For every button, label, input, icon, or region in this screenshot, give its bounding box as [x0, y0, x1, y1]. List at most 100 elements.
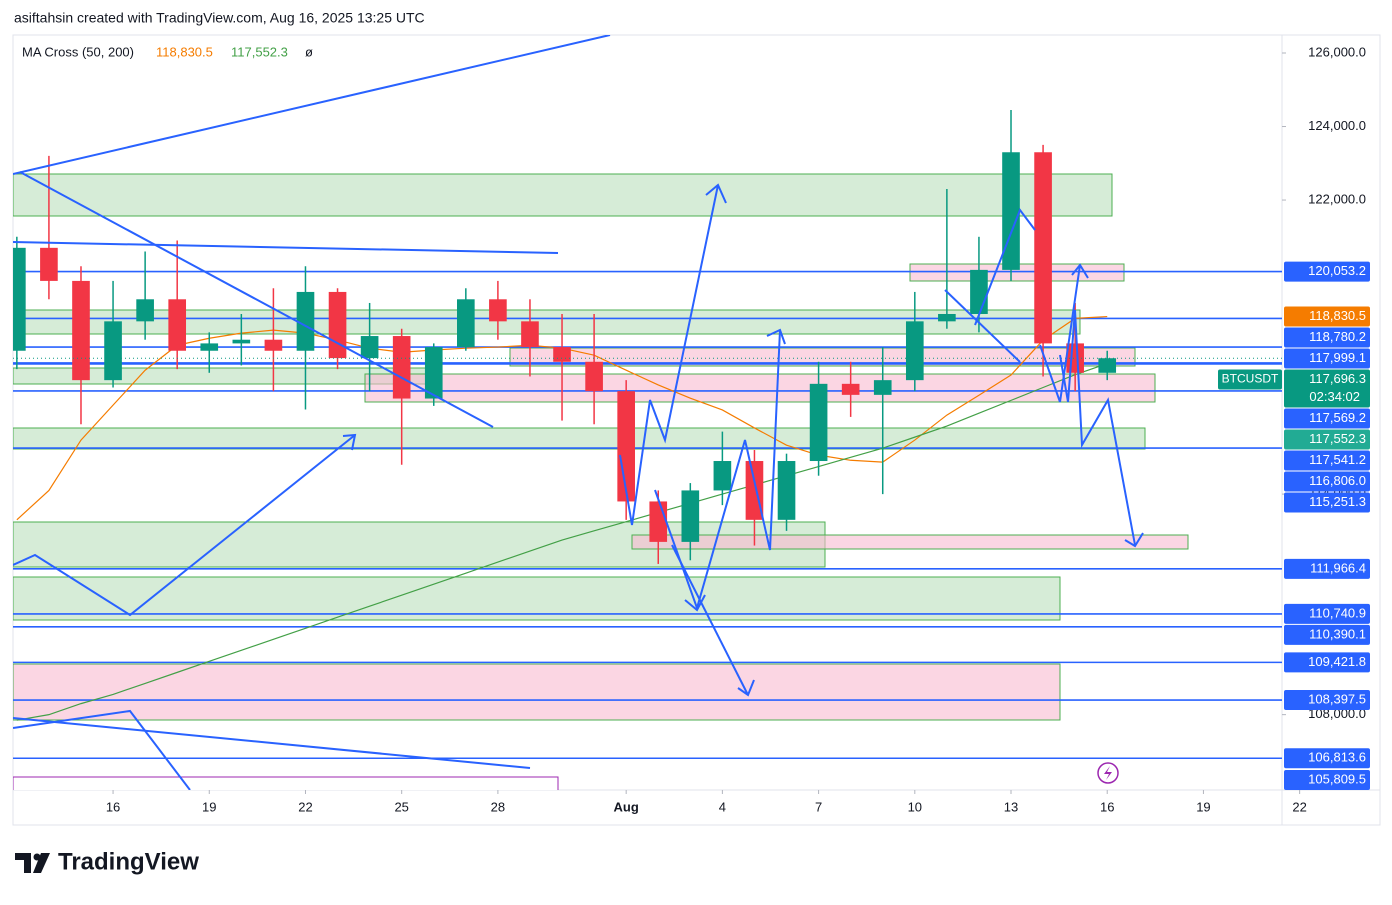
credit: asiftahsin created with TradingView.com,…	[14, 10, 425, 26]
projection	[671, 544, 749, 696]
candle-body	[72, 280, 90, 381]
projection	[13, 709, 191, 790]
moving-average	[16, 362, 1108, 721]
indicator-name: MA Cross (50, 200)	[22, 44, 134, 59]
x-tick-label: 16	[106, 799, 120, 814]
alert-circle[interactable]	[1097, 762, 1119, 784]
x-tick-label: 4	[719, 799, 726, 814]
price-label-box	[1284, 471, 1370, 492]
price-label: 117,541.2	[1309, 452, 1366, 467]
price-label-box	[1284, 690, 1370, 711]
logo-mark	[33, 853, 50, 873]
price-label: 117,696.3	[1309, 371, 1366, 386]
candle-body	[296, 291, 315, 351]
x-tick-label: 28	[491, 799, 505, 814]
candles	[13, 109, 1282, 564]
trend-line	[13, 241, 559, 254]
price-label: 115,251.3	[1309, 494, 1366, 509]
zone	[13, 173, 1113, 217]
price-label: 118,830.5	[1309, 308, 1366, 323]
zone	[364, 373, 1156, 403]
projection	[619, 184, 719, 526]
y-tick-label: 124,000.0	[1308, 118, 1366, 133]
candle-body	[489, 299, 507, 322]
price-label-box	[1284, 770, 1370, 790]
axes: 126,000.0124,000.0122,000.0114,000.0108,…	[106, 44, 1370, 814]
candle-body	[873, 380, 892, 395]
candle-body	[585, 361, 603, 392]
candle-body	[457, 299, 475, 348]
arrow-head	[1071, 263, 1089, 279]
arrow-head	[766, 328, 786, 345]
candle-body	[13, 247, 26, 351]
candle-body	[264, 339, 283, 351]
x-tick-label: 22	[1292, 799, 1306, 814]
projection	[1059, 309, 1136, 546]
price-label: 117,552.3	[1309, 431, 1366, 446]
arrow-head	[705, 183, 727, 204]
candle-body	[168, 299, 187, 351]
x-tick-label: 19	[1196, 799, 1210, 814]
zone	[13, 427, 1146, 450]
candle-body	[200, 343, 219, 351]
price-label-box	[1284, 429, 1370, 450]
price-label-box	[1284, 348, 1370, 369]
price-label: 110,390.1	[1309, 626, 1366, 641]
candle-body	[777, 461, 796, 520]
indicator-value: 117,552.3	[231, 44, 288, 59]
zone	[13, 663, 1061, 721]
trend-line	[19, 171, 494, 428]
arrow-head	[1124, 532, 1144, 548]
projection	[944, 289, 1021, 363]
zone	[13, 776, 559, 790]
x-tick-label: 25	[394, 799, 408, 814]
price-label-box	[1284, 624, 1370, 645]
x-tick-label: 19	[202, 799, 216, 814]
countdown: 02:34:02	[1309, 389, 1360, 404]
candle-body	[1034, 152, 1052, 344]
price-label: 106,813.6	[1308, 750, 1366, 765]
brand-name: TradingView	[58, 848, 199, 875]
candle-body	[681, 490, 700, 542]
price-label-box	[1284, 492, 1370, 513]
price-label-box	[1284, 603, 1370, 624]
price-label: 111,966.4	[1310, 560, 1366, 575]
candle-body	[970, 269, 988, 314]
price-label-box	[1284, 327, 1370, 348]
trend-line	[13, 717, 531, 769]
zone	[509, 347, 1136, 367]
price-label-box	[1284, 558, 1370, 579]
alert-bolt[interactable]	[1104, 766, 1112, 780]
price-label: 108,397.5	[1308, 691, 1366, 706]
alert-icon[interactable]	[1097, 762, 1119, 784]
price-label-box	[1284, 369, 1370, 408]
price-label-box	[1284, 748, 1370, 769]
price-label: 120,053.2	[1308, 263, 1366, 278]
price-label: 116,806.0	[1309, 473, 1366, 488]
candle-body	[1098, 358, 1117, 373]
candle-body	[809, 383, 828, 462]
trend-line	[13, 35, 611, 175]
candle-body	[136, 299, 154, 322]
price-label: 109,421.8	[1308, 654, 1366, 669]
candle-body	[649, 501, 668, 542]
price-label-box	[1284, 408, 1370, 429]
candle-body	[905, 321, 924, 381]
zone	[13, 309, 1081, 335]
price-label-box	[1284, 450, 1370, 471]
indicator-value: 118,830.5	[156, 44, 213, 59]
indicator-status: ø	[305, 44, 313, 59]
drawings	[13, 173, 1189, 790]
arrow-head	[737, 679, 755, 697]
price-label: 117,999.1	[1309, 350, 1366, 365]
price-label-box	[1284, 306, 1370, 327]
candle-body	[938, 313, 956, 322]
y-tick-label: 122,000.0	[1308, 191, 1366, 206]
symbol-tag: BTCUSDT	[1222, 372, 1279, 386]
candle-body	[40, 247, 58, 281]
projection	[13, 434, 356, 617]
price-label: 117,569.2	[1309, 410, 1366, 425]
candle-body	[232, 339, 251, 344]
price-label: 118,780.2	[1309, 329, 1366, 344]
